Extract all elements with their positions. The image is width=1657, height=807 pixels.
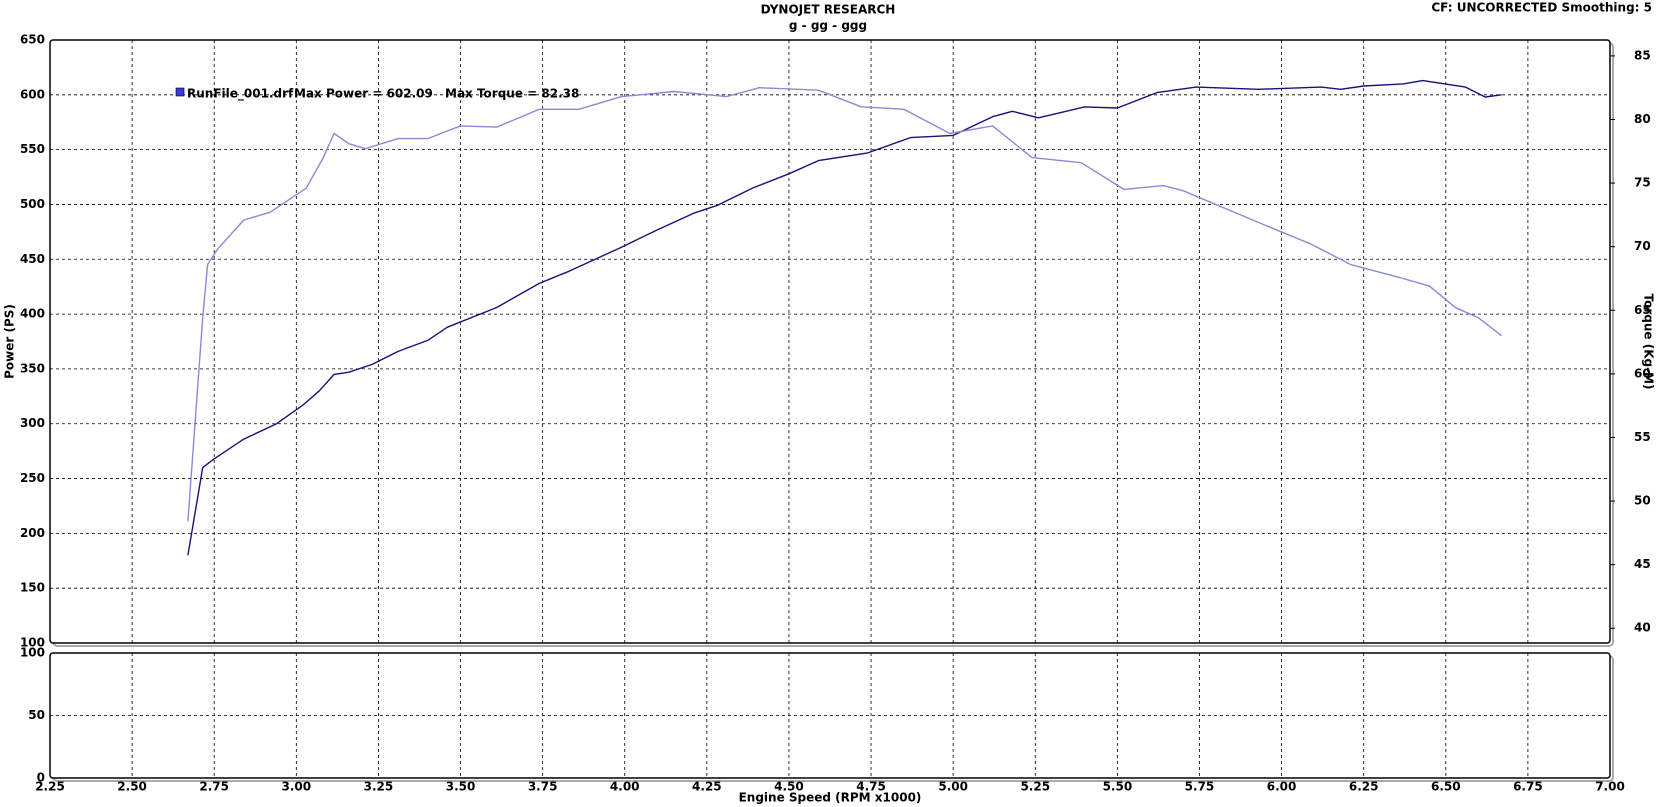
y-tick-label: 0 — [37, 771, 45, 785]
y2-tick-label: 80 — [1634, 112, 1651, 126]
y-tick-label: 250 — [20, 471, 45, 485]
y-tick-label: 650 — [20, 33, 45, 47]
panel — [49, 39, 1611, 644]
curve — [187, 87, 1503, 522]
x-tick-label: 4.00 — [610, 780, 640, 794]
y2-tick-label: 70 — [1634, 239, 1651, 253]
y2-tick-label: 55 — [1634, 430, 1651, 444]
x-tick-label: 5.50 — [1103, 780, 1133, 794]
x-tick-label: 6.00 — [1267, 780, 1297, 794]
x-tick-label: 7.00 — [1595, 780, 1625, 794]
x-tick-label: 3.75 — [528, 780, 558, 794]
y-tick-label: 500 — [20, 197, 45, 211]
y2-tick-label: 40 — [1634, 621, 1651, 635]
y2-tick-label: 65 — [1634, 303, 1651, 317]
y-tick-label: 300 — [20, 416, 45, 430]
x-tick-label: 3.00 — [282, 780, 312, 794]
y-tick-label: 450 — [20, 252, 45, 266]
y-tick-label: 350 — [20, 361, 45, 375]
y-axis-label: Power (PS) — [3, 304, 17, 379]
subtitle: g - gg - ggg — [789, 19, 867, 33]
y-tick-label: 550 — [20, 142, 45, 156]
x-tick-label: 5.00 — [938, 780, 968, 794]
legend-swatch — [175, 87, 185, 97]
x-tick-label: 2.50 — [117, 780, 147, 794]
y2-tick-label: 45 — [1634, 557, 1651, 571]
x-tick-label: 4.50 — [774, 780, 804, 794]
x-tick-label: 3.25 — [364, 780, 394, 794]
y-tick-label: 200 — [20, 526, 45, 540]
annotation: Max Power = 602.09 — [294, 87, 433, 101]
y2-tick-label: 50 — [1634, 494, 1651, 508]
x-tick-label: 4.75 — [856, 780, 886, 794]
y-tick-label: 100 — [20, 646, 45, 660]
status: CF: UNCORRECTED Smoothing: 5 — [1431, 1, 1652, 15]
x-tick-label: 3.50 — [446, 780, 476, 794]
legend-run-name: RunFile_001.drf — [187, 87, 294, 102]
x-tick-label: 6.75 — [1513, 780, 1543, 794]
x-axis-label: Engine Speed (RPM x1000) — [739, 791, 922, 805]
y-tick-label: 400 — [20, 307, 45, 321]
annotation: Max Torque = 82.38 — [445, 87, 579, 101]
x-tick-label: 6.25 — [1349, 780, 1379, 794]
x-tick-label: 2.25 — [35, 780, 65, 794]
x-tick-label: 6.50 — [1431, 780, 1461, 794]
y2-tick-label: 60 — [1634, 366, 1651, 380]
y-tick-label: 150 — [20, 581, 45, 595]
y2-tick-label: 75 — [1634, 176, 1651, 190]
y-tick-label: 600 — [20, 87, 45, 101]
x-tick-label: 5.25 — [1020, 780, 1050, 794]
y2-tick-label: 85 — [1634, 48, 1651, 62]
y-tick-label: 50 — [28, 708, 45, 722]
curve — [187, 79, 1502, 556]
x-tick-label: 4.25 — [692, 780, 722, 794]
y2-axis-label: Torque (Kg-M) — [1642, 294, 1656, 390]
y-tick-label: 100 — [20, 636, 45, 650]
x-tick-label: 2.75 — [199, 780, 229, 794]
x-tick-label: 5.75 — [1185, 780, 1215, 794]
title: DYNOJET RESEARCH — [761, 3, 896, 17]
